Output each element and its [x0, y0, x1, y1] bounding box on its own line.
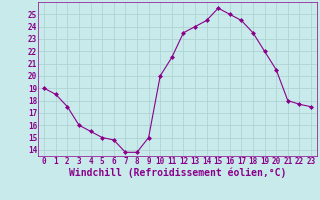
X-axis label: Windchill (Refroidissement éolien,°C): Windchill (Refroidissement éolien,°C): [69, 168, 286, 178]
